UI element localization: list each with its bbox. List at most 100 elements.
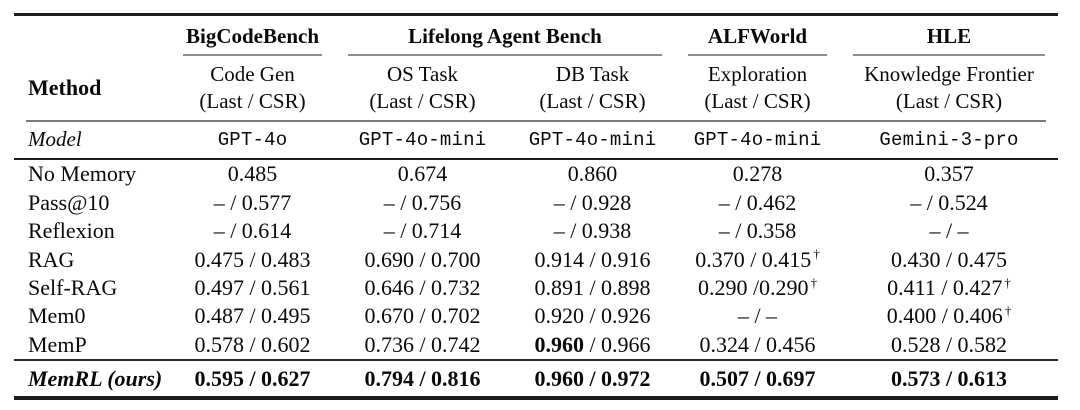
score-cell: 0.324 / 0.456	[699, 331, 816, 357]
dagger-mark: †	[1004, 274, 1011, 290]
score-cell: 0.370 / 0.415 †	[695, 246, 820, 272]
metric-label: (Last / CSR)	[369, 89, 476, 113]
model-body-divider	[14, 157, 1058, 161]
task-label: OS Task	[386, 62, 459, 86]
group-header-hle: HLE	[840, 16, 1058, 56]
column-header-exploration: Exploration (Last / CSR)	[675, 61, 840, 115]
column-header-os-task: OS Task (Last / CSR)	[335, 61, 510, 115]
score-cell: 0.690 / 0.700	[364, 246, 481, 272]
method-column-header: Method	[28, 75, 102, 100]
score-cell: 0.487 / 0.495	[194, 303, 311, 329]
group-underline	[853, 54, 1045, 56]
metric-label: (Last / CSR)	[539, 89, 646, 113]
group-underline	[688, 54, 827, 56]
score-cell: 0.920 / 0.926	[534, 303, 651, 329]
score-cell: 0.646 / 0.732	[364, 275, 481, 301]
model-row-label: Model	[28, 127, 82, 152]
score-cell: – / –	[737, 303, 778, 329]
table-row: RAG 0.475 / 0.483 0.690 / 0.700 0.914 / 0.9…	[14, 245, 1058, 273]
group-underline	[348, 54, 662, 56]
score-cell: 0.411 / 0.427 †	[887, 274, 1011, 301]
method-label: Mem0	[28, 303, 86, 329]
group-header-row: BigCodeBench Lifelong Agent Bench ALFWor…	[14, 16, 1058, 56]
method-label: Reflexion	[28, 218, 115, 244]
subheader-row: Method Code Gen (Last / CSR) OS Task (La…	[14, 56, 1058, 120]
score-cell: 0.357	[924, 161, 974, 187]
column-header-knowledge-frontier: Knowledge Frontier (Last / CSR)	[840, 61, 1058, 115]
dagger-mark: †	[810, 274, 818, 290]
table-bottom-rule	[14, 396, 1058, 400]
method-label: Pass@10	[28, 189, 110, 215]
body-final-divider	[14, 359, 1058, 362]
score-cell: 0.674	[397, 161, 448, 187]
method-label: RAG	[28, 246, 75, 272]
model-name: GPT-4o-mini	[358, 128, 487, 151]
score-cell: – / 0.462	[718, 189, 797, 215]
table-row: MemP 0.578 / 0.602 0.736 / 0.742 0.960 / 0.…	[14, 331, 1058, 359]
memrl-row: MemRL (ours) 0.595 / 0.627 0.794 / 0.816 0.…	[14, 361, 1058, 396]
score-cell: 0.497 / 0.561	[194, 275, 311, 301]
results-table: BigCodeBench Lifelong Agent Bench ALFWor…	[14, 13, 1058, 400]
model-name: GPT-4o-mini	[693, 128, 822, 151]
group-header-bigcodebench: BigCodeBench	[170, 16, 335, 56]
group-underline	[183, 54, 322, 56]
score-cell: 0.507 / 0.697	[699, 365, 816, 391]
dagger-mark: †	[1004, 303, 1012, 319]
model-name: GPT-4o-mini	[528, 128, 657, 151]
header-model-divider	[26, 120, 1046, 122]
score-cell: 0.528 / 0.582	[890, 331, 1008, 357]
score-cell: – / 0.714	[383, 218, 462, 244]
column-header-db-task: DB Task (Last / CSR)	[510, 61, 675, 115]
best-score: 0.960	[534, 331, 584, 357]
metric-label: (Last / CSR)	[895, 89, 1003, 113]
column-header-code-gen: Code Gen (Last / CSR)	[170, 61, 335, 115]
score-cell: 0.670 / 0.702	[364, 303, 481, 329]
group-label: ALFWorld	[707, 23, 808, 48]
group-header-alfworld: ALFWorld	[675, 16, 840, 56]
method-label: No Memory	[28, 161, 137, 187]
task-label: Exploration	[707, 62, 808, 86]
score-cell: 0.485	[227, 161, 278, 187]
task-label: DB Task	[555, 62, 630, 86]
metric-label: (Last / CSR)	[199, 89, 306, 113]
score-cell: 0.960 / 0.972	[534, 365, 651, 391]
score-cell: 0.278	[732, 161, 783, 187]
group-label: BigCodeBench	[185, 23, 319, 48]
table-row: Mem0 0.487 / 0.495 0.670 / 0.702 0.920 / 0.…	[14, 302, 1058, 330]
score-cell: 0.595 / 0.627	[194, 365, 311, 391]
score-cell: – / –	[929, 218, 969, 244]
model-name: GPT-4o	[217, 128, 288, 151]
task-label: Code Gen	[210, 62, 295, 86]
method-label: MemRL (ours)	[28, 365, 163, 391]
method-label: MemP	[28, 331, 87, 357]
score-cell: 0.290 /0.290 †	[697, 274, 818, 301]
score-cell: 0.794 / 0.816	[364, 365, 481, 391]
table-top-rule	[14, 13, 1058, 16]
score-cell: – / 0.358	[718, 218, 797, 244]
score-cell: – / 0.938	[553, 218, 632, 244]
score-cell: 0.860	[567, 161, 618, 187]
model-row: Model GPT-4o GPT-4o-mini GPT-4o-mini GPT…	[14, 122, 1058, 158]
score-cell: – / 0.524	[910, 189, 988, 215]
score-cell: 0.475 / 0.483	[194, 246, 311, 272]
score-cell: 0.736 / 0.742	[364, 331, 481, 357]
group-label: HLE	[926, 23, 972, 48]
table-row: Self-RAG 0.497 / 0.561 0.646 / 0.732 0.891 …	[14, 274, 1058, 302]
table-row: No Memory 0.485 0.674 0.860 0.278 0.357	[14, 160, 1058, 188]
score-cell: – / 0.577	[213, 189, 292, 215]
dagger-mark: †	[813, 246, 820, 262]
final-row-host: MemRL (ours) 0.595 / 0.627 0.794 / 0.816 0.…	[14, 361, 1058, 396]
score-cell: 0.914 / 0.916	[534, 246, 651, 272]
score-cell: – / 0.614	[213, 218, 292, 244]
score-cell: 0.960 / 0.966	[534, 331, 651, 357]
group-header-lifelong-agent-bench: Lifelong Agent Bench	[335, 16, 675, 56]
score-cell: 0.430 / 0.475	[890, 246, 1008, 272]
score-cell: – / 0.756	[383, 189, 462, 215]
score-cell: 0.891 / 0.898	[534, 275, 651, 301]
model-name: Gemini-3-pro	[879, 128, 1019, 151]
table-row: Pass@10 – / 0.577 – / 0.756 – / 0.928 – / 0.…	[14, 189, 1058, 217]
score-cell: 0.573 / 0.613	[890, 365, 1008, 391]
score-cell: 0.578 / 0.602	[194, 331, 311, 357]
score-cell: – / 0.928	[553, 189, 632, 215]
